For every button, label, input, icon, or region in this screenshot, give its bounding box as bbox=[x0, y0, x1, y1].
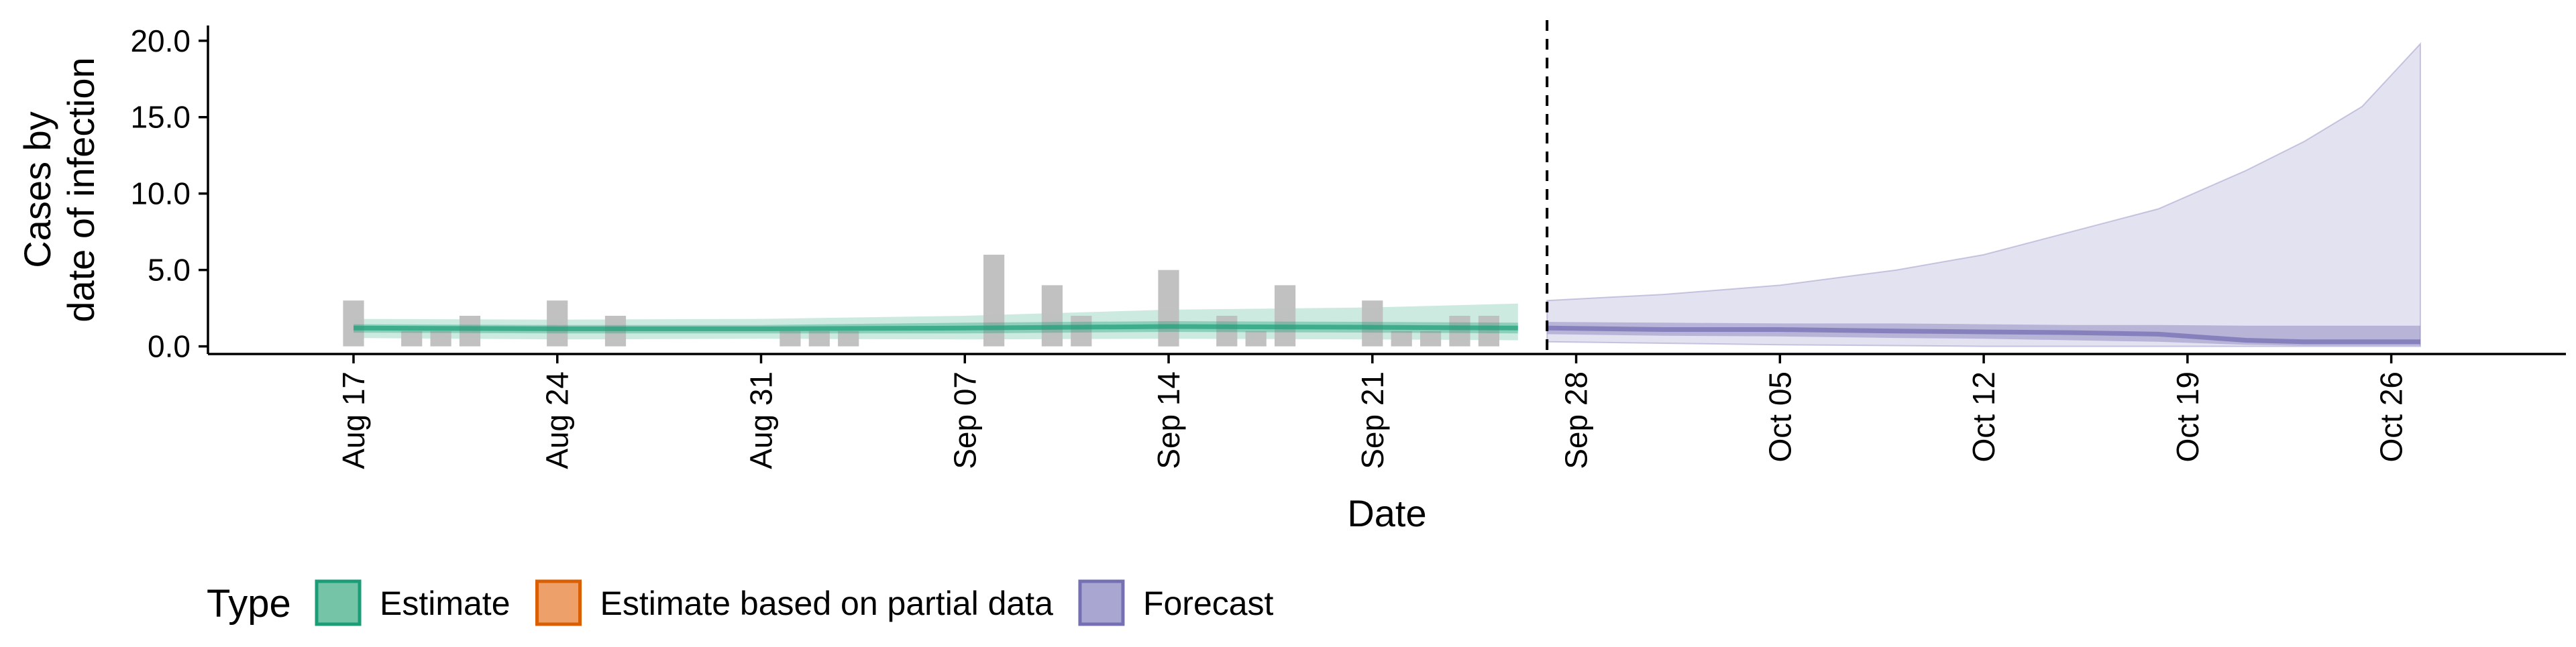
reported-cases-bar bbox=[1420, 331, 1442, 347]
y-tick-label: 15.0 bbox=[130, 100, 191, 135]
legend-swatch bbox=[315, 579, 362, 626]
median-lines bbox=[353, 324, 2420, 345]
y-axis-title-line-1: Cases by bbox=[16, 111, 58, 268]
legend-swatch bbox=[535, 579, 582, 626]
forecast-median-line bbox=[1547, 325, 2420, 345]
legend-title: Type bbox=[207, 582, 291, 626]
reported-cases-bar bbox=[1449, 316, 1470, 347]
reported-cases-bar bbox=[808, 331, 830, 347]
y-axis-ticks: 0.0 5.0 10.0 15.0 20.0 bbox=[130, 23, 208, 364]
outer-ribbons bbox=[354, 42, 2421, 347]
legend-label: Estimate bbox=[380, 585, 511, 622]
axes bbox=[207, 25, 2566, 355]
reported-cases-bar bbox=[430, 331, 451, 347]
estimate-median-line bbox=[353, 324, 1518, 331]
reported-cases-bar bbox=[343, 300, 364, 347]
reported-cases-bar bbox=[1391, 331, 1412, 347]
y-axis-title-line-2: date of infection bbox=[60, 57, 102, 322]
x-tick-label: Aug 31 bbox=[744, 371, 779, 469]
x-axis-ticks: Aug 17 Aug 24 Aug 31 Sep 07 Sep 14 Sep 21 Sep … bbox=[336, 354, 2409, 469]
x-tick-label: Aug 17 bbox=[336, 371, 371, 469]
x-tick-label: Oct 12 bbox=[1966, 371, 2001, 463]
reported-cases-bar bbox=[1478, 316, 1499, 347]
reported-cases-bar bbox=[983, 254, 1005, 347]
reported-cases-bars bbox=[343, 254, 1499, 347]
reported-cases-bar bbox=[1158, 270, 1179, 347]
reported-cases-bar bbox=[1275, 285, 1296, 347]
legend-label: Forecast bbox=[1143, 585, 1274, 622]
reported-cases-bar bbox=[1216, 316, 1238, 347]
reported-cases-bar bbox=[1362, 300, 1383, 347]
y-tick-label: 5.0 bbox=[148, 253, 191, 288]
reported-cases-bar bbox=[547, 300, 568, 347]
x-tick-label: Oct 05 bbox=[1762, 371, 1797, 463]
reported-cases-bar bbox=[401, 331, 423, 347]
x-tick-label: Sep 14 bbox=[1151, 371, 1186, 469]
x-tick-label: Oct 26 bbox=[2374, 371, 2409, 463]
y-tick-label: 0.0 bbox=[148, 329, 191, 364]
reported-cases-bar bbox=[1245, 331, 1267, 347]
x-axis-title: Date bbox=[1347, 492, 1426, 534]
legend-swatch bbox=[1078, 579, 1125, 626]
x-tick-label: Sep 21 bbox=[1355, 371, 1390, 469]
legend: Type Estimate Estimate based on partial d… bbox=[207, 579, 1274, 626]
x-tick-label: Oct 19 bbox=[2170, 371, 2205, 463]
reported-cases-bar bbox=[838, 331, 859, 347]
legend-label: Estimate based on partial data bbox=[600, 585, 1054, 622]
y-tick-label: 10.0 bbox=[130, 176, 191, 211]
reported-cases-bar bbox=[780, 331, 801, 347]
reported-cases-bar bbox=[1071, 316, 1092, 347]
x-tick-label: Sep 07 bbox=[947, 371, 982, 469]
x-tick-label: Sep 28 bbox=[1559, 371, 1594, 469]
forecast-outer-ribbon bbox=[1546, 42, 2421, 347]
y-tick-label: 20.0 bbox=[130, 23, 191, 58]
reported-cases-bar bbox=[459, 316, 481, 347]
x-tick-label: Aug 24 bbox=[540, 371, 575, 469]
reported-cases-bar bbox=[1041, 285, 1063, 347]
